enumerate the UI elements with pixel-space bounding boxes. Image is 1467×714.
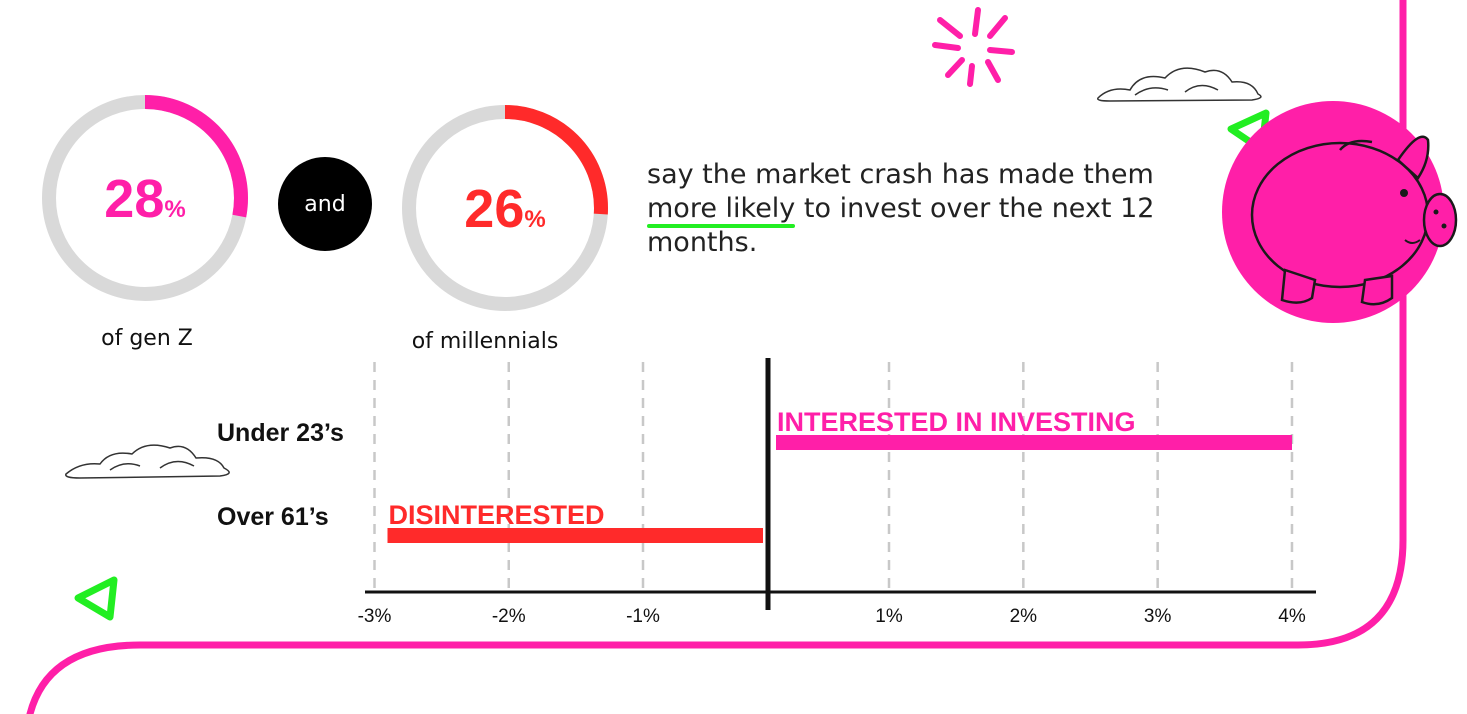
- triangle-play-icon: [74, 576, 118, 621]
- x-tick-label: -2%: [492, 606, 526, 627]
- headline-highlight: more likely: [647, 193, 796, 224]
- chart-grid: [373, 362, 1294, 590]
- cloud-icon: [1097, 67, 1262, 102]
- chart-bars: INTERESTED IN INVESTING DISINTERESTED: [387, 407, 1292, 543]
- stat-label-genz: of gen Z: [101, 326, 193, 351]
- stat-unit: %: [164, 196, 186, 223]
- x-tick-labels: -3% -2% -1% 1% 2% 3% 4%: [358, 606, 1306, 627]
- donut-fill-millennials: [402, 105, 608, 311]
- headline-before: say the market crash has made them: [647, 159, 1154, 190]
- x-tick-label: 1%: [875, 606, 903, 627]
- headline-text: say the market crash has made them more …: [647, 158, 1167, 260]
- x-tick-label: 4%: [1278, 606, 1306, 627]
- frame-line: [26, 0, 1407, 714]
- x-tick-label: 2%: [1010, 606, 1038, 627]
- stat-percent-millennials: 26%: [405, 182, 605, 236]
- category-labels: Under 23’s Over 61’s: [217, 419, 344, 531]
- stat-value: 28: [104, 169, 165, 229]
- category-label: Over 61’s: [217, 503, 329, 531]
- category-label: Under 23’s: [217, 419, 344, 447]
- bar: [387, 528, 763, 543]
- stat-unit: %: [524, 206, 546, 233]
- piggy-bank-icon: [1222, 101, 1458, 323]
- cloud-icon: [65, 444, 230, 479]
- stat-percent-genz: 28%: [45, 172, 245, 226]
- and-label: and: [304, 191, 346, 217]
- stat-label-millennials: of millennials: [411, 329, 559, 354]
- bar: [776, 435, 1292, 450]
- bar-label: INTERESTED IN INVESTING: [777, 407, 1136, 437]
- x-tick-label: -3%: [358, 606, 392, 627]
- x-tick-label: 3%: [1144, 606, 1172, 627]
- sparkle-icon: [932, 7, 1015, 87]
- bar-label: DISINTERESTED: [389, 500, 605, 530]
- headline-after: to invest over the next 12 months.: [647, 193, 1155, 258]
- donut-fill-genz: [42, 95, 248, 301]
- and-badge: and: [278, 157, 372, 251]
- stat-value: 26: [464, 179, 525, 239]
- x-tick-label: -1%: [626, 606, 660, 627]
